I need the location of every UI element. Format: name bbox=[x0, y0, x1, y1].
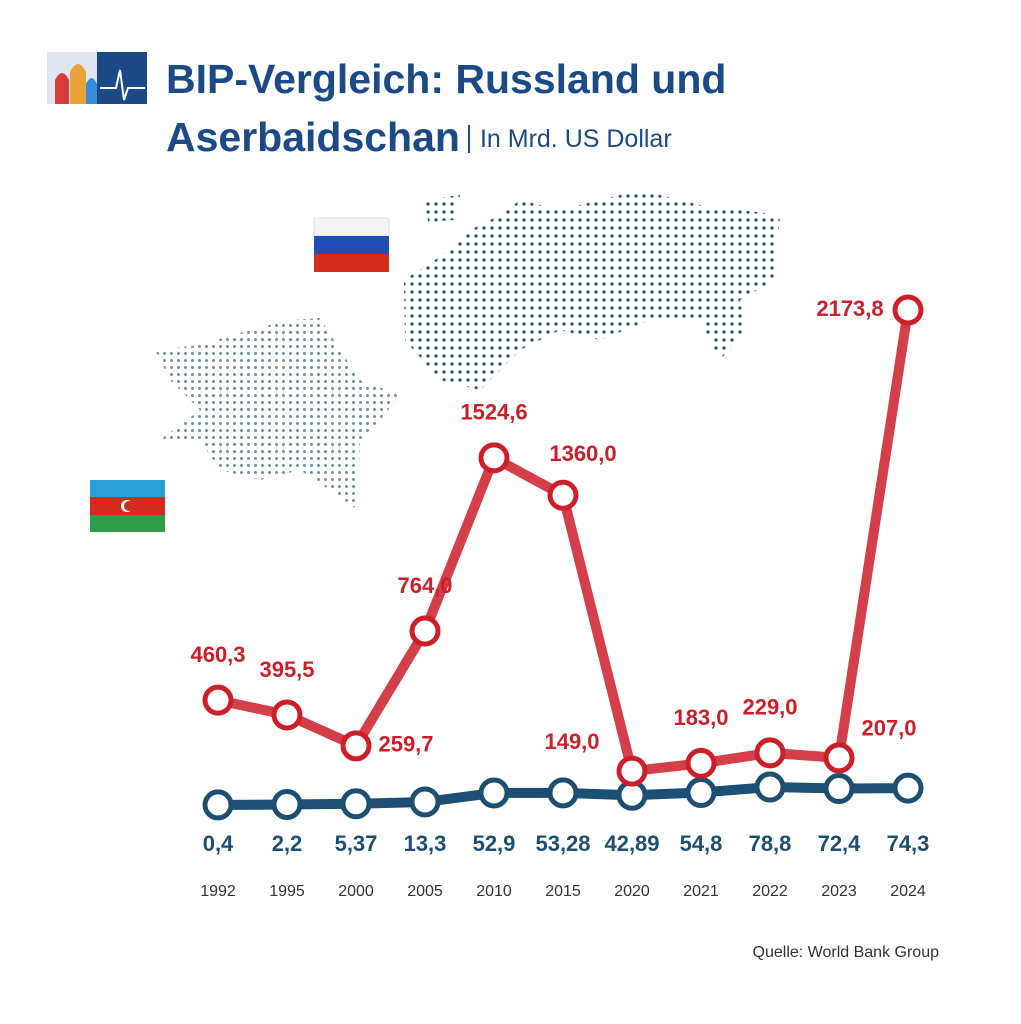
value-label: 53,28 bbox=[535, 831, 590, 856]
x-tick-label: 2022 bbox=[752, 883, 788, 900]
value-label: 2,2 bbox=[272, 831, 303, 856]
x-tick-label: 1992 bbox=[200, 883, 236, 900]
value-label: 149,0 bbox=[544, 729, 599, 754]
value-label: 764,0 bbox=[397, 573, 452, 598]
value-label: 0,4 bbox=[203, 831, 234, 856]
point bbox=[754, 737, 786, 769]
value-label: 54,8 bbox=[680, 831, 723, 856]
point bbox=[823, 742, 855, 774]
value-label: 74,3 bbox=[887, 831, 930, 856]
point bbox=[271, 788, 303, 820]
point bbox=[340, 788, 372, 820]
value-label: 13,3 bbox=[404, 831, 447, 856]
value-label: 207,0 bbox=[861, 716, 916, 741]
point bbox=[271, 699, 303, 731]
chart-title-block: BIP-Vergleich: Russland und Aserbaidscha… bbox=[166, 50, 856, 168]
x-tick-label: 2024 bbox=[890, 883, 926, 900]
value-label: 78,8 bbox=[749, 831, 792, 856]
value-label: 52,9 bbox=[473, 831, 516, 856]
point bbox=[409, 615, 441, 647]
x-tick-label: 2010 bbox=[476, 883, 512, 900]
source: Quelle: World Bank Group bbox=[752, 944, 939, 961]
point bbox=[892, 772, 924, 804]
x-tick-label: 1995 bbox=[269, 883, 305, 900]
point bbox=[754, 771, 786, 803]
value-label: 259,7 bbox=[378, 732, 433, 757]
flag-russia bbox=[313, 217, 390, 272]
chart-title: BIP-Vergleich: Russland und Aserbaidscha… bbox=[166, 56, 727, 160]
value-label: 460,3 bbox=[190, 642, 245, 667]
point bbox=[547, 479, 579, 511]
point bbox=[823, 773, 855, 805]
x-tick-label: 2023 bbox=[821, 883, 857, 900]
x-tick-label: 2021 bbox=[683, 883, 719, 900]
chart-subtitle: In Mrd. US Dollar bbox=[467, 125, 672, 153]
value-label: 5,37 bbox=[335, 831, 378, 856]
point bbox=[892, 294, 924, 326]
russia-map bbox=[404, 190, 780, 390]
x-tick-label: 2000 bbox=[338, 883, 374, 900]
value-label: 72,4 bbox=[818, 831, 862, 856]
logo bbox=[47, 52, 147, 104]
value-label: 42,89 bbox=[604, 831, 659, 856]
value-label: 1360,0 bbox=[549, 441, 616, 466]
value-label: 229,0 bbox=[742, 695, 797, 720]
azerbaijan-map bbox=[155, 318, 400, 510]
point bbox=[478, 442, 510, 474]
point bbox=[409, 786, 441, 818]
point bbox=[202, 684, 234, 716]
point bbox=[685, 777, 717, 809]
russia-map bbox=[425, 195, 460, 222]
x-tick-label: 2020 bbox=[614, 883, 650, 900]
value-label: 2173,8 bbox=[816, 296, 883, 321]
flag-azerbaijan bbox=[90, 480, 165, 532]
point bbox=[340, 730, 372, 762]
point bbox=[478, 777, 510, 809]
point bbox=[616, 755, 648, 787]
x-tick-label: 2005 bbox=[407, 883, 443, 900]
point bbox=[685, 747, 717, 779]
value-label: 395,5 bbox=[259, 657, 314, 682]
value-label: 183,0 bbox=[673, 705, 728, 730]
point bbox=[547, 777, 579, 809]
point bbox=[202, 789, 234, 821]
value-label: 1524,6 bbox=[460, 400, 527, 425]
x-tick-label: 2015 bbox=[545, 883, 581, 900]
